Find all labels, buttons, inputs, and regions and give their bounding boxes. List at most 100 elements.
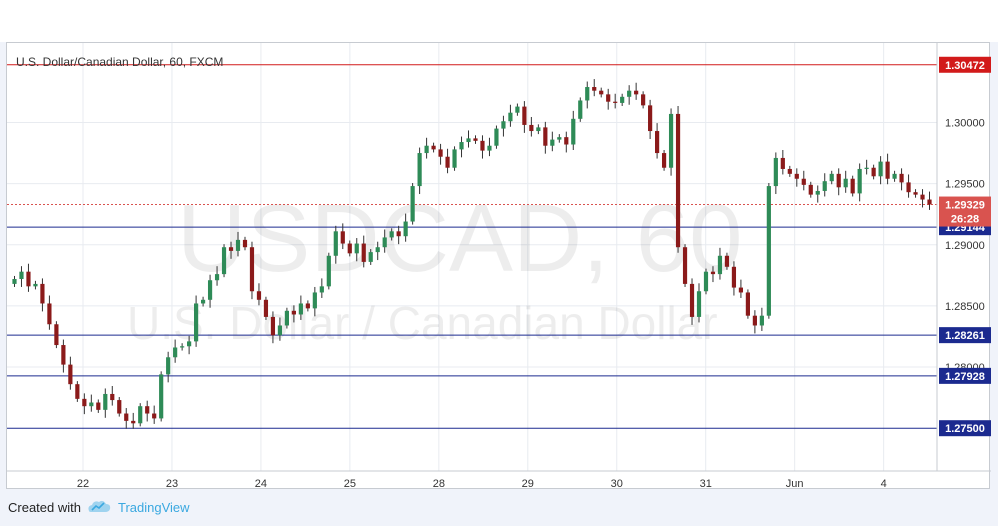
candle-body <box>480 140 485 151</box>
candle-body <box>655 131 660 154</box>
candle-body <box>822 181 827 191</box>
candle-body <box>82 398 87 407</box>
level-labels: 1.304721.291441.282611.279281.275001.293… <box>939 56 991 437</box>
candle-body <box>354 243 359 254</box>
price-tick-label: 1.29500 <box>945 179 985 191</box>
chart-frame: USDCAD, 60 U.S. Dollar / Canadian Dollar… <box>6 42 991 490</box>
candle-body <box>578 100 583 119</box>
candle-body <box>61 345 66 365</box>
candle-body <box>703 271 709 292</box>
watermark-symbol: USDCAD, 60 <box>177 185 743 292</box>
watermark-name: U.S. Dollar / Canadian Dollar <box>127 297 718 349</box>
price-chart[interactable]: USDCAD, 60 U.S. Dollar / Canadian Dollar… <box>7 43 991 490</box>
candle-body <box>766 186 771 316</box>
candle-body <box>452 149 457 168</box>
candle-body <box>131 420 136 424</box>
level-label-box <box>939 56 991 73</box>
candle-body <box>103 393 108 410</box>
candle-body <box>634 90 639 95</box>
candle-body <box>501 121 506 129</box>
candle-body <box>375 247 380 253</box>
time-tick-label: 4 <box>881 478 887 490</box>
candle-body <box>207 280 213 300</box>
candle-body <box>682 247 688 284</box>
countdown-label: 26:28 <box>951 214 979 226</box>
candle-body <box>166 357 171 375</box>
candles <box>12 79 932 429</box>
candle-body <box>543 127 548 146</box>
candle-body <box>12 279 17 284</box>
time-tick-label: 28 <box>433 478 445 490</box>
candle-body <box>145 406 150 414</box>
candle-body <box>54 324 59 346</box>
candle-body <box>138 406 143 424</box>
candle-body <box>424 145 429 154</box>
candle-body <box>89 402 94 407</box>
candle-body <box>571 118 576 145</box>
candle-body <box>920 194 925 200</box>
candle-body <box>787 168 792 174</box>
candle-body <box>180 346 185 348</box>
candle-body <box>152 413 157 419</box>
candle-body <box>473 138 478 141</box>
footer: Created with TradingView <box>0 490 998 526</box>
candle-body <box>648 105 653 132</box>
candle-body <box>738 287 744 293</box>
current-price-label: 1.29329 <box>945 200 985 212</box>
candle-body <box>368 252 373 262</box>
candle-body <box>19 271 24 280</box>
candle-body <box>661 153 667 168</box>
candle-body <box>298 303 303 315</box>
footer-created-with: Created with <box>8 500 81 515</box>
level-label-text: 1.27928 <box>945 371 985 383</box>
watermark: USDCAD, 60 U.S. Dollar / Canadian Dollar <box>127 185 743 349</box>
candle-body <box>396 231 401 237</box>
level-label-text: 1.28261 <box>945 330 985 342</box>
candle-body <box>214 274 220 281</box>
candle-body <box>249 247 255 292</box>
candle-body <box>110 393 115 401</box>
candle-body <box>173 347 178 358</box>
tradingview-link[interactable]: TradingView <box>118 500 190 515</box>
top-strip <box>0 0 998 42</box>
candle-body <box>340 231 345 244</box>
tradingview-logo-icon[interactable] <box>86 499 112 515</box>
candle-body <box>26 271 31 287</box>
candle-body <box>431 145 436 150</box>
candle-body <box>592 87 597 91</box>
candle-body <box>228 247 234 251</box>
candle-body <box>194 303 199 342</box>
level-label-box <box>939 420 991 437</box>
candle-body <box>899 173 904 183</box>
time-axis[interactable]: 22 23 24 25 28 29 30 31 Jun 4 <box>77 478 887 490</box>
candle-body <box>47 303 52 325</box>
candle-body <box>235 239 241 251</box>
candle-body <box>794 173 799 179</box>
candle-body <box>850 178 855 194</box>
candle-body <box>361 243 366 262</box>
candle-body <box>836 173 841 188</box>
candle-body <box>515 106 520 113</box>
candle-body <box>731 266 737 288</box>
price-tick-label: 1.30000 <box>945 117 985 129</box>
candle-body <box>564 137 569 145</box>
time-tick-label: Jun <box>786 478 804 490</box>
candle-body <box>277 325 283 336</box>
candle-body <box>75 384 80 399</box>
candle-body <box>389 231 394 238</box>
candle-body <box>550 139 555 146</box>
chart-title: U.S. Dollar/Canadian Dollar, 60, FXCM <box>16 55 223 69</box>
candle-body <box>522 106 527 125</box>
time-tick-label: 30 <box>611 478 623 490</box>
candle-body <box>857 168 862 194</box>
time-tick-label: 25 <box>344 478 356 490</box>
candle-body <box>410 186 415 222</box>
candle-body <box>717 255 723 275</box>
candle-body <box>710 271 716 275</box>
candle-body <box>459 142 464 150</box>
candle-body <box>620 96 625 103</box>
candle-body <box>200 299 206 304</box>
candle-body <box>606 94 611 102</box>
candle-body <box>242 239 248 248</box>
candle-body <box>96 402 101 410</box>
